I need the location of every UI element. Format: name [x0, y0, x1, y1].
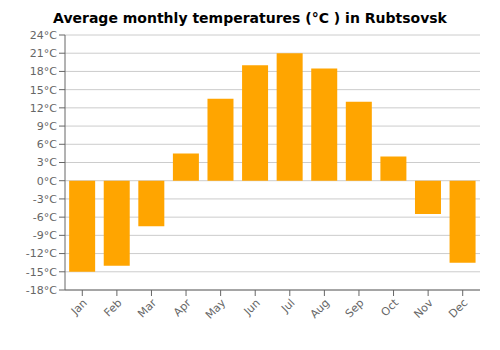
svg-text:Mar: Mar [135, 296, 159, 320]
svg-text:-9°C: -9°C [33, 229, 57, 242]
svg-text:18°C: 18°C [30, 65, 57, 78]
svg-text:Sep: Sep [343, 296, 367, 320]
svg-text:Apr: Apr [171, 296, 194, 319]
svg-text:6°C: 6°C [37, 138, 57, 151]
html-text:Average monthly temperatures (: Average monthly temperatures (°C ) in Ru… [53, 10, 447, 26]
svg-text:May: May [203, 296, 229, 322]
svg-text:Jan: Jan [68, 296, 90, 318]
svg-text:Feb: Feb [102, 296, 125, 319]
svg-text:Dec: Dec [446, 296, 470, 320]
svg-text:3°C: 3°C [37, 156, 57, 169]
svg-text:21°C: 21°C [30, 47, 57, 60]
svg-text:24°C: 24°C [30, 30, 57, 42]
svg-text:12°C: 12°C [30, 102, 57, 115]
svg-text:9°C: 9°C [37, 120, 57, 133]
svg-text:Jun: Jun [241, 296, 263, 318]
svg-text:-3°C: -3°C [33, 193, 57, 206]
svg-text:Aug: Aug [308, 296, 332, 320]
svg-text:15°C: 15°C [30, 84, 57, 97]
svg-text:0°C: 0°C [37, 175, 57, 188]
svg-text:-6°C: -6°C [33, 211, 57, 224]
svg-text:Nov: Nov [411, 296, 436, 321]
svg-text:-18°C: -18°C [26, 284, 57, 297]
svg-text:-15°C: -15°C [26, 266, 57, 279]
svg-text:Oct: Oct [379, 296, 402, 319]
svg-text:Jul: Jul [278, 296, 297, 315]
svg-text:-12°C: -12°C [26, 247, 57, 260]
